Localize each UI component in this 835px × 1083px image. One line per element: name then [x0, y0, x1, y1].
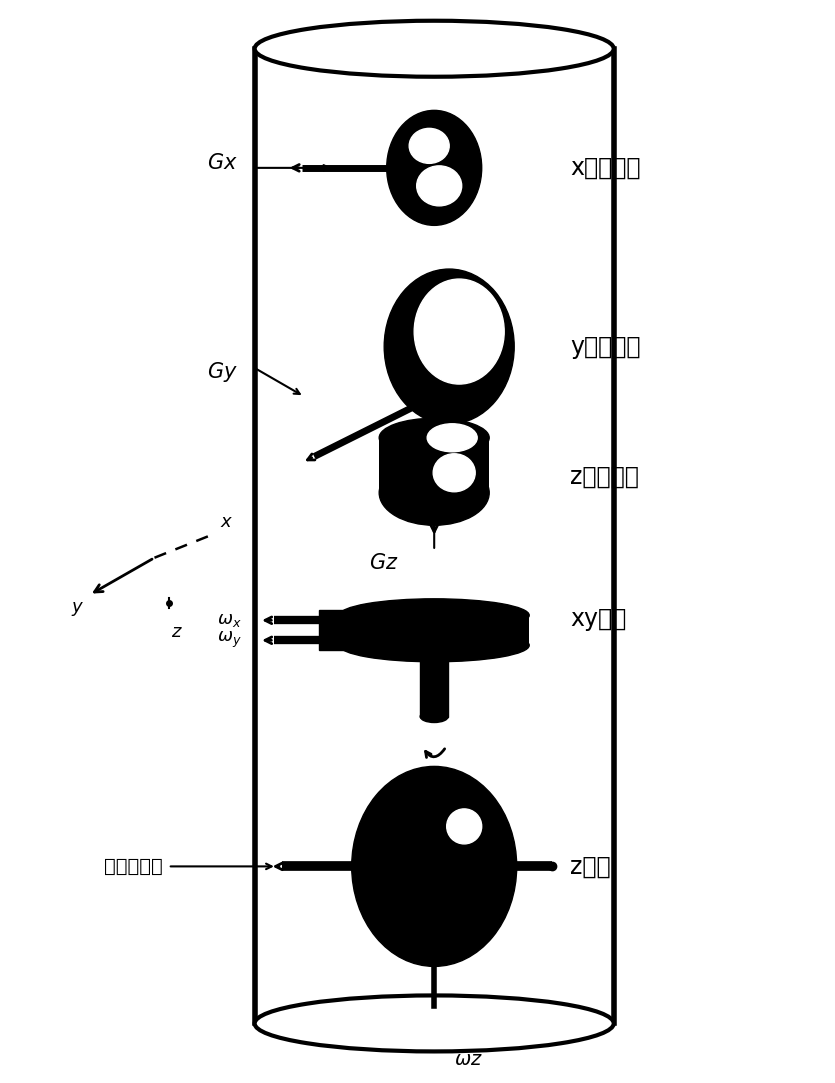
Text: $\omega_x$: $\omega_x$ — [217, 611, 242, 629]
Text: y加速度计: y加速度计 — [570, 335, 640, 358]
Ellipse shape — [339, 629, 529, 662]
Ellipse shape — [433, 454, 475, 492]
Text: $\omega_y$: $\omega_y$ — [217, 630, 242, 651]
Ellipse shape — [384, 269, 514, 425]
Ellipse shape — [420, 710, 448, 722]
Text: xy陀螺: xy陀螺 — [570, 608, 626, 631]
Bar — [379, 438, 489, 493]
Bar — [339, 615, 529, 645]
Ellipse shape — [417, 166, 462, 206]
Ellipse shape — [379, 418, 489, 457]
Ellipse shape — [409, 129, 449, 164]
Text: $x$: $x$ — [220, 512, 233, 531]
Text: $Gy$: $Gy$ — [207, 360, 238, 383]
Ellipse shape — [255, 995, 614, 1052]
Ellipse shape — [428, 423, 477, 452]
Ellipse shape — [339, 599, 529, 631]
Text: 冗余输入轴: 冗余输入轴 — [104, 857, 163, 876]
Bar — [420, 647, 448, 717]
Ellipse shape — [414, 279, 504, 384]
Text: z陀螺: z陀螺 — [570, 854, 610, 878]
Text: $y$: $y$ — [71, 600, 84, 618]
Text: $\omega z$: $\omega z$ — [454, 1049, 483, 1069]
Ellipse shape — [387, 110, 482, 225]
Text: $Gx$: $Gx$ — [207, 153, 238, 173]
Text: x加速度计: x加速度计 — [570, 156, 640, 180]
Ellipse shape — [352, 767, 517, 966]
Text: $Gz$: $Gz$ — [369, 552, 398, 573]
Bar — [255, 49, 614, 1023]
Ellipse shape — [255, 21, 614, 77]
Bar — [319, 611, 344, 650]
Text: z加速度计: z加速度计 — [570, 465, 639, 488]
Text: $z$: $z$ — [170, 623, 182, 641]
Ellipse shape — [379, 460, 489, 525]
Ellipse shape — [447, 809, 482, 844]
